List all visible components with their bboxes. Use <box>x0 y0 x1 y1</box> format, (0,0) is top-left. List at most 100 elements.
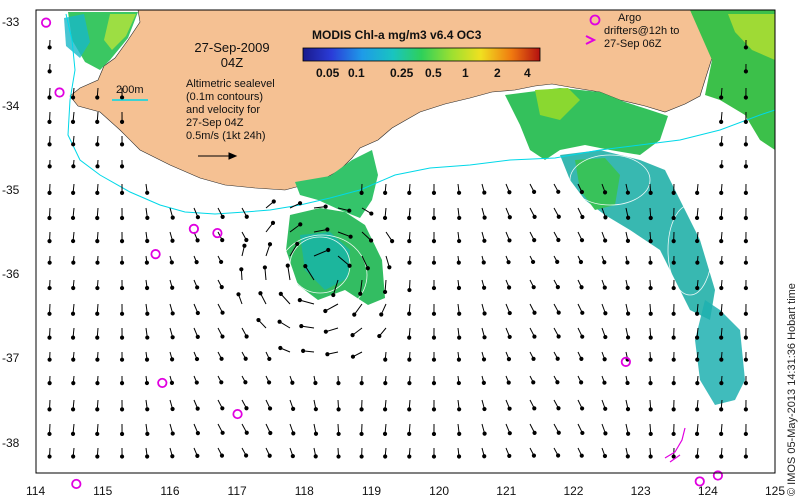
velocity-vector <box>457 207 462 221</box>
velocity-vector <box>289 399 296 411</box>
velocity-vector <box>648 207 653 221</box>
argo-line-1: Argo <box>618 12 642 24</box>
velocity-vector <box>743 399 748 412</box>
velocity-vector <box>743 135 748 147</box>
velocity-vector <box>337 255 352 268</box>
velocity-vector <box>217 255 224 265</box>
velocity-vector <box>457 327 462 340</box>
velocity-vector <box>47 111 52 124</box>
velocity-vector <box>695 279 700 291</box>
velocity-vector <box>119 207 125 221</box>
velocity-vector <box>193 207 201 220</box>
colorbar-tick-label: 2 <box>494 66 501 80</box>
velocity-vector <box>625 255 630 265</box>
velocity-vector <box>265 447 272 458</box>
velocity-vector <box>671 399 676 412</box>
velocity-vector <box>325 351 339 357</box>
chl-patch-east-coast-bright <box>535 88 580 120</box>
velocity-vector <box>71 255 76 265</box>
velocity-vector <box>70 87 76 100</box>
velocity-vector <box>47 423 52 437</box>
velocity-vector <box>47 255 52 265</box>
velocity-vector <box>743 279 748 291</box>
velocity-vector <box>382 279 388 295</box>
velocity-vector <box>648 375 653 386</box>
chl-patch-southeast <box>695 300 745 405</box>
chl-patch-eddy-core <box>300 232 350 290</box>
argo-float-marker <box>150 249 161 260</box>
velocity-vector <box>193 255 199 265</box>
y-tick-label: -37 <box>2 351 20 366</box>
velocity-vector <box>577 207 585 220</box>
velocity-vector <box>70 399 76 412</box>
colorbar <box>302 47 541 62</box>
y-tick-label: -38 <box>2 435 20 450</box>
velocity-vector <box>601 351 607 362</box>
velocity-vector <box>743 375 749 386</box>
velocity-vector <box>431 399 437 412</box>
velocity-vector <box>743 183 748 195</box>
velocity-vector <box>577 375 584 385</box>
velocity-vector <box>47 375 52 386</box>
velocity-vector <box>577 255 584 265</box>
velocity-vector <box>119 87 125 100</box>
velocity-vector <box>671 207 676 221</box>
velocity-vector <box>217 447 225 458</box>
x-tick-label: 121 <box>496 484 517 498</box>
velocity-vector <box>648 255 653 265</box>
velocity-vector <box>695 399 700 412</box>
velocity-vector <box>382 399 388 412</box>
velocity-vector <box>241 231 249 243</box>
velocity-vector <box>169 255 174 265</box>
velocity-vector <box>241 351 248 361</box>
velocity-vector <box>95 399 100 412</box>
velocity-vector <box>694 327 700 340</box>
velocity-vector <box>383 447 388 459</box>
velocity-vector <box>671 351 676 362</box>
velocity-vector <box>431 207 437 221</box>
velocity-vector <box>481 447 487 459</box>
velocity-vector <box>331 279 339 298</box>
velocity-vector <box>145 231 150 244</box>
velocity-vector <box>169 303 175 316</box>
velocity-vector <box>265 399 273 411</box>
velocity-vector <box>671 303 676 316</box>
argo-float-marker <box>54 87 65 98</box>
velocity-vector <box>95 207 100 221</box>
colorbar-tick-label: 0.05 <box>316 66 340 80</box>
velocity-vector <box>719 375 724 386</box>
velocity-vector <box>481 399 487 412</box>
velocity-vector <box>169 423 175 436</box>
velocity-vector <box>743 327 748 340</box>
velocity-vector <box>144 375 150 386</box>
velocity-vector <box>70 303 76 316</box>
chlorophyll-patches <box>64 10 775 405</box>
velocity-vector <box>481 327 487 340</box>
velocity-vector <box>431 279 437 291</box>
velocity-vector <box>297 297 315 305</box>
velocity-vector <box>553 207 561 219</box>
velocity-vector <box>505 375 511 385</box>
velocity-vector <box>601 447 608 459</box>
velocity-vector <box>337 207 352 213</box>
velocity-vector <box>47 351 52 362</box>
velocity-vector <box>694 303 700 316</box>
velocity-vector <box>313 423 319 436</box>
velocity-vector <box>70 423 76 437</box>
velocity-vector <box>456 375 461 386</box>
velocity-vector <box>671 231 676 244</box>
argo-float-marker <box>40 17 52 28</box>
velocity-vector <box>217 207 225 219</box>
velocity-vector <box>217 351 224 361</box>
velocity-vector <box>95 87 100 100</box>
velocity-vector <box>553 447 561 458</box>
velocity-vector <box>625 327 631 340</box>
velocity-vector <box>577 303 585 315</box>
velocity-vector <box>379 303 387 317</box>
velocity-vector <box>719 207 724 221</box>
x-tick-label: 114 <box>26 484 46 498</box>
velocity-vector <box>553 255 560 264</box>
velocity-vector <box>601 183 608 195</box>
velocity-vector <box>625 231 631 244</box>
